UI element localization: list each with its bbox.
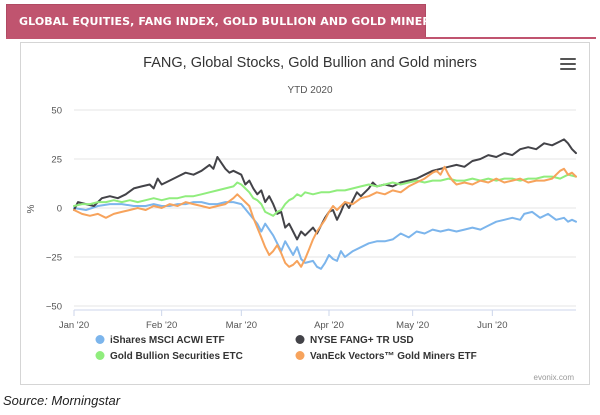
- legend-marker: [295, 351, 305, 360]
- x-tick-label: May '20: [396, 320, 429, 331]
- gridlines: [74, 109, 576, 311]
- y-tick-label: −25: [46, 253, 62, 264]
- legend-marker: [95, 351, 105, 360]
- legend-marker: [295, 335, 305, 344]
- y-tick-label: 25: [51, 155, 62, 166]
- hamburger-menu-icon[interactable]: [560, 58, 576, 72]
- legend-label: iShares MSCI ACWI ETF: [110, 335, 225, 346]
- legend-item[interactable]: iShares MSCI ACWI ETF: [95, 335, 225, 346]
- banner: GLOBAL EQUITIES, FANG INDEX, GOLD BULLIO…: [6, 4, 468, 38]
- x-tick-labels: Jan '20 Feb '20 Mar '20 Apr '20 May '20 Jun '…: [59, 310, 508, 331]
- y-axis-label: %: [26, 204, 37, 213]
- legend-item[interactable]: VanEck Vectors™ Gold Miners ETF: [295, 351, 477, 362]
- x-tick-label: Feb '20: [146, 320, 177, 331]
- series-lines: [73, 138, 577, 270]
- legend-label: NYSE FANG+ TR USD: [310, 335, 414, 346]
- chart-credit: evonix.com: [534, 373, 575, 382]
- x-tick-label: Mar '20: [226, 320, 257, 331]
- y-tick-labels: 50 25 0 −25 −50: [46, 106, 62, 313]
- chart-title: FANG, Global Stocks, Gold Bullion and Go…: [143, 55, 477, 71]
- y-tick-label: 50: [51, 106, 62, 117]
- legend-item[interactable]: NYSE FANG+ TR USD: [295, 335, 414, 346]
- y-tick-label: −50: [46, 302, 62, 313]
- x-tick-label: Apr '20: [314, 320, 344, 331]
- banner-title: GLOBAL EQUITIES, FANG INDEX, GOLD BULLIO…: [19, 15, 468, 28]
- source-note: Source: Morningstar: [3, 393, 121, 408]
- legend-marker: [95, 335, 105, 344]
- series-line: [73, 138, 577, 241]
- x-tick-label: Jan '20: [59, 320, 89, 331]
- legend-label: Gold Bullion Securities ETC: [110, 351, 243, 362]
- series-line: [73, 165, 577, 268]
- legend: iShares MSCI ACWI ETF NYSE FANG+ TR USD Go…: [95, 335, 477, 362]
- banner-rule: [6, 37, 596, 39]
- x-tick-label: Jun '20: [477, 320, 507, 331]
- series-line: [73, 201, 577, 270]
- chart-subtitle: YTD 2020: [287, 85, 332, 96]
- y-tick-label: 0: [57, 204, 62, 215]
- legend-item[interactable]: Gold Bullion Securities ETC: [95, 351, 243, 362]
- legend-label: VanEck Vectors™ Gold Miners ETF: [310, 351, 477, 362]
